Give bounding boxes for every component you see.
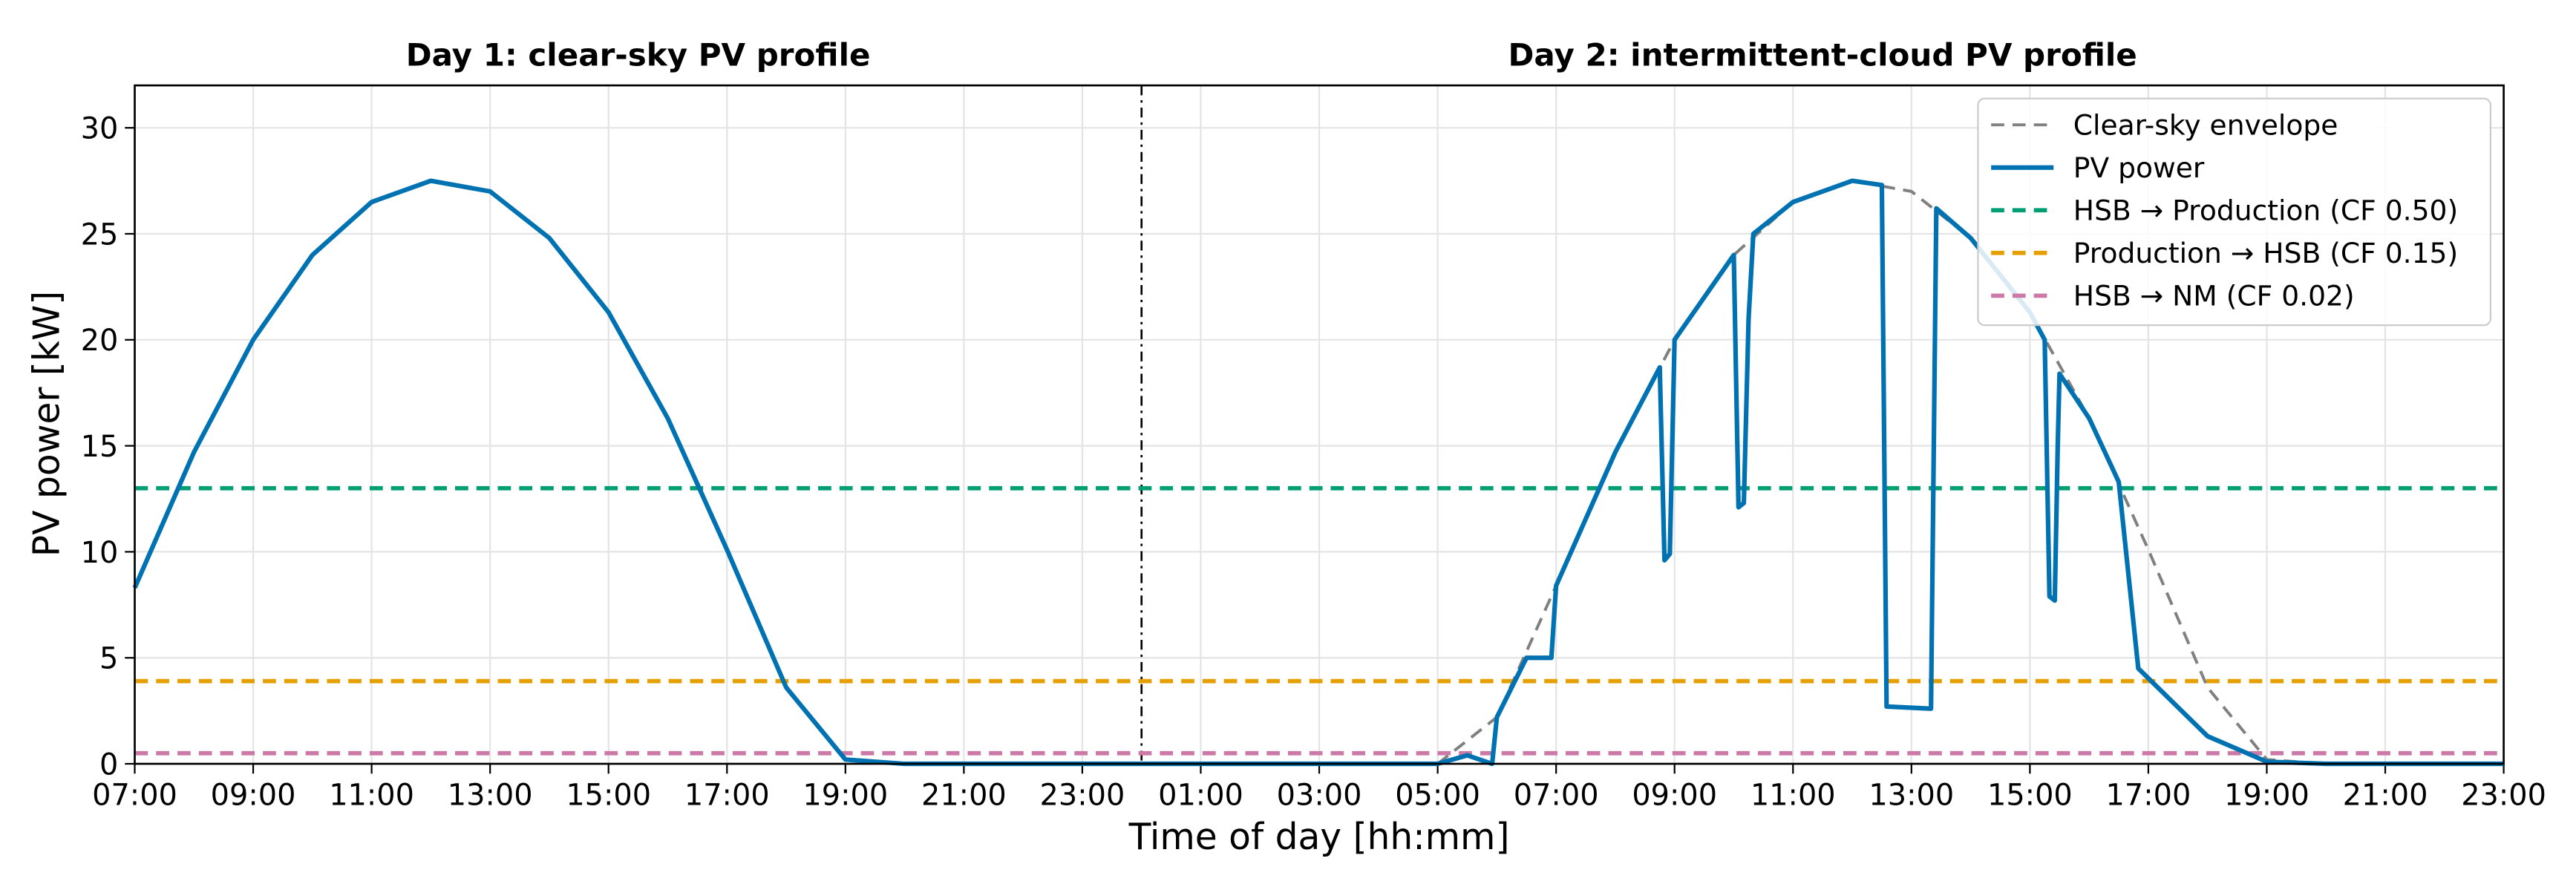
legend-label: Production → HSB (CF 0.15) [2073, 237, 2458, 269]
plot-frame [134, 84, 2505, 765]
y-tick-label: 5 [99, 642, 118, 676]
legend-label: Clear-sky envelope [2073, 108, 2338, 141]
x-tick-label: 15:00 [1987, 778, 2073, 812]
legend-box [1977, 97, 2491, 327]
y-axis-label: PV power [kW] [27, 291, 68, 557]
x-tick-label: 13:00 [1869, 778, 1954, 812]
x-axis-label: Time of day [hh:mm] [1128, 816, 1510, 858]
legend-label: PV power [2073, 151, 2205, 184]
x-tick-label: 13:00 [448, 778, 533, 812]
x-tick-label: 15:00 [566, 778, 651, 812]
y-tick-label: 15 [81, 430, 119, 464]
x-tick-label: 17:00 [2106, 778, 2191, 812]
y-tick-label: 20 [81, 324, 119, 358]
x-tick-label: 11:00 [1750, 778, 1836, 812]
x-tick-label: 09:00 [211, 778, 296, 812]
x-tick-label: 21:00 [2343, 778, 2428, 812]
x-tick-label: 21:00 [921, 778, 1007, 812]
x-tick-label: 09:00 [1632, 778, 1717, 812]
panel-title: Day 2: intermittent-cloud PV profile [1508, 37, 2137, 73]
x-tick-label: 03:00 [1277, 778, 1362, 812]
x-tick-label: 19:00 [802, 778, 888, 812]
x-tick-label: 01:00 [1158, 778, 1243, 812]
x-tick-label: 05:00 [1395, 778, 1480, 812]
legend-label: HSB → Production (CF 0.50) [2073, 194, 2458, 227]
y-tick-label: 25 [81, 217, 119, 252]
x-tick-label: 23:00 [2461, 778, 2546, 812]
panel-title: Day 1: clear-sky PV profile [406, 37, 871, 73]
series-line [132, 178, 2504, 767]
x-tick-label: 07:00 [1514, 778, 1599, 812]
x-tick-label: 11:00 [329, 778, 414, 812]
x-tick-label: 23:00 [1040, 778, 1125, 812]
y-tick-label: 0 [99, 747, 118, 782]
y-tick-label: 10 [81, 536, 119, 570]
legend-label: HSB → NM (CF 0.02) [2073, 280, 2355, 312]
x-tick-label: 07:00 [92, 778, 177, 812]
y-tick-label: 30 [81, 112, 119, 146]
x-tick-label: 17:00 [684, 778, 770, 812]
x-tick-label: 19:00 [2224, 778, 2309, 812]
